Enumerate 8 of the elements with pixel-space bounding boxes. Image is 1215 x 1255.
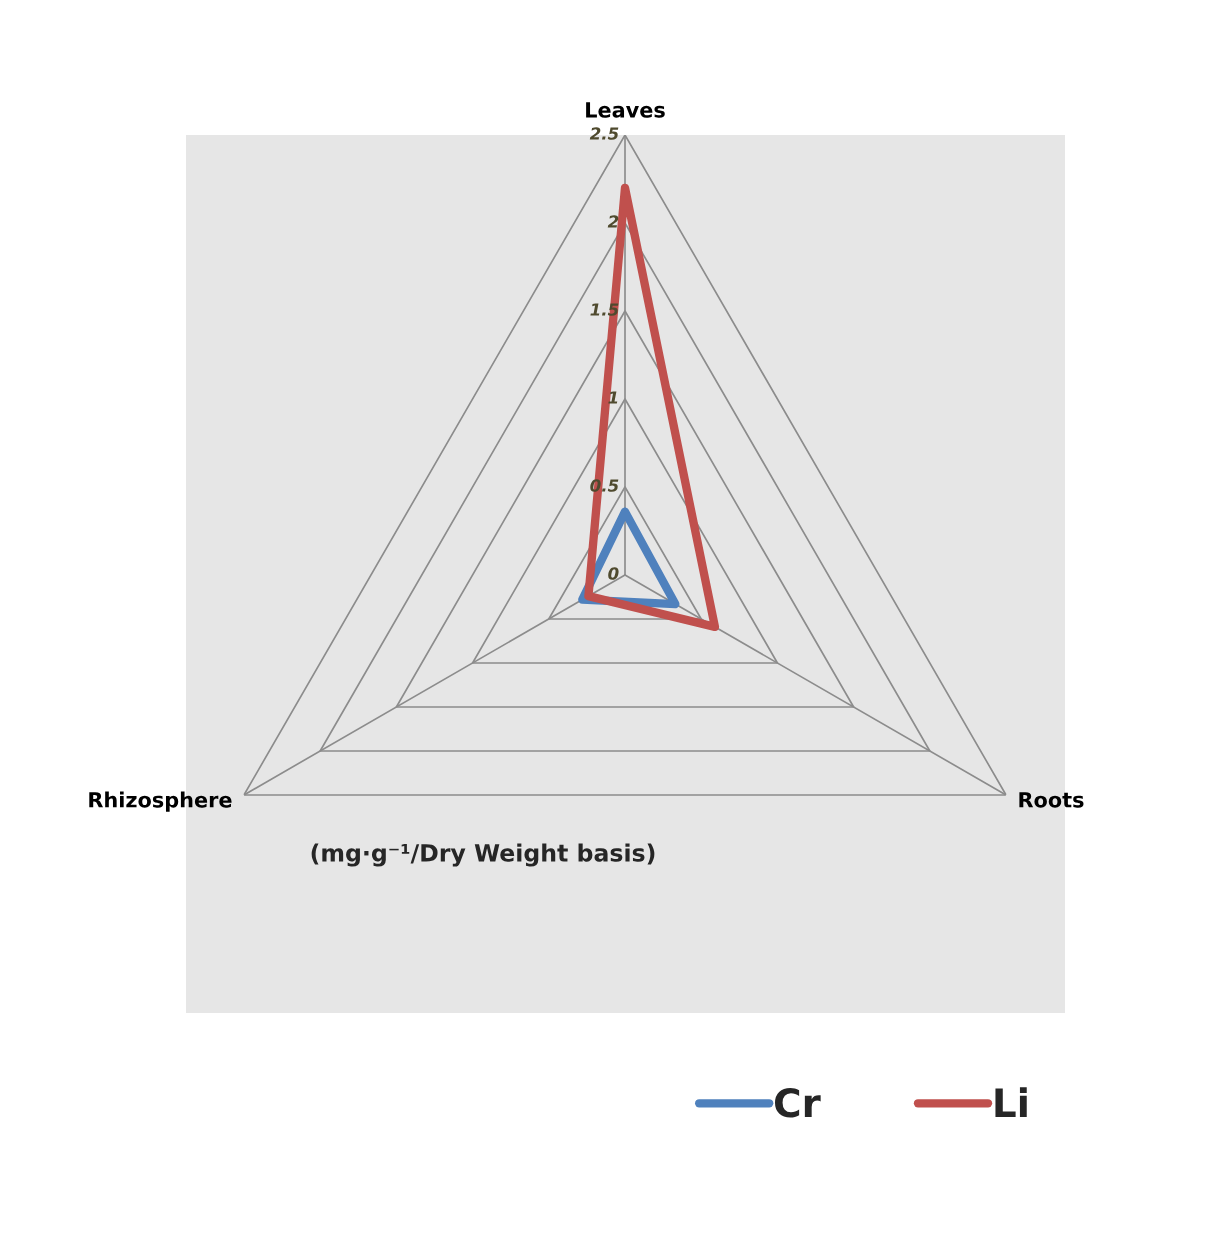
legend-label: Li <box>995 1087 1027 1117</box>
spoke-label: Rhizosphere <box>89 791 232 812</box>
spoke-label: Leaves <box>586 102 665 118</box>
spoke-label: Roots <box>1019 792 1084 808</box>
text: (mg·g⁻¹/Dry Weight basis) <box>311 843 655 867</box>
y-tick-label: 0 <box>608 567 619 580</box>
legend-label: Cr <box>775 1088 821 1118</box>
y-tick-label: 2.5 <box>589 127 619 140</box>
